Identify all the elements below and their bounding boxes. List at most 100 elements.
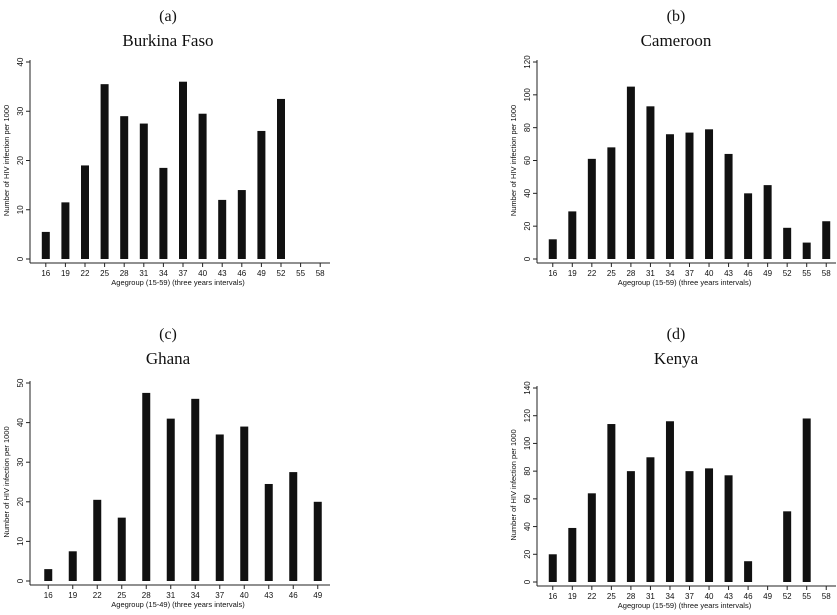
y-tick-label: 40	[523, 522, 532, 531]
bar	[215, 434, 224, 581]
bar	[289, 472, 298, 581]
bar	[587, 158, 596, 259]
bar	[744, 193, 753, 259]
y-tick-label: 80	[523, 123, 532, 132]
bar	[607, 424, 616, 582]
bar	[93, 499, 102, 581]
bar	[568, 527, 577, 582]
bar	[44, 569, 53, 581]
bar	[237, 190, 246, 259]
x-tick-label: 16	[44, 591, 53, 600]
y-axis-label: Number of HIV infection per 1000	[509, 429, 518, 540]
y-tick-label: 20	[16, 156, 25, 165]
bar	[159, 167, 168, 259]
x-tick-label: 16	[548, 592, 557, 601]
y-tick-label: 10	[16, 536, 25, 545]
bar	[548, 554, 557, 582]
x-tick-label: 37	[685, 592, 694, 601]
x-tick-label: 25	[607, 592, 616, 601]
x-tick-label: 40	[198, 269, 207, 278]
x-tick-label: 34	[666, 269, 675, 278]
x-tick-label: 58	[316, 269, 325, 278]
x-tick-label: 49	[257, 269, 266, 278]
x-tick-label: 19	[568, 592, 577, 601]
y-tick-label: 80	[523, 466, 532, 475]
bar	[166, 418, 175, 581]
x-tick-label: 49	[313, 591, 322, 600]
bar	[646, 106, 655, 259]
x-tick-label: 46	[744, 592, 753, 601]
y-tick-label: 0	[16, 256, 25, 261]
x-tick-label: 52	[783, 592, 792, 601]
bar	[665, 421, 674, 582]
chart-title: Kenya	[654, 349, 699, 368]
y-tick-label: 30	[16, 457, 25, 466]
bar	[705, 468, 714, 582]
x-tick-label: 43	[218, 269, 227, 278]
x-tick-label: 46	[744, 269, 753, 278]
x-tick-label: 49	[763, 269, 772, 278]
x-tick-label: 40	[705, 269, 714, 278]
y-tick-label: 20	[523, 549, 532, 558]
x-tick-label: 37	[179, 269, 188, 278]
panel-burkina-faso: (a) Burkina Faso 0 10 20 30 40 Number of HIV …	[2, 8, 330, 287]
y-tick-label: 20	[16, 497, 25, 506]
x-tick-label: 55	[296, 269, 305, 278]
x-tick-label: 28	[120, 269, 129, 278]
x-tick-label: 37	[685, 269, 694, 278]
bar	[548, 239, 557, 259]
bar	[120, 116, 129, 259]
bar	[117, 517, 126, 581]
x-tick-label: 37	[215, 591, 224, 600]
panel-letter: (d)	[667, 326, 686, 343]
y-tick-label: 100	[523, 88, 532, 102]
bar	[626, 86, 635, 259]
x-tick-label: 28	[626, 269, 635, 278]
bar	[277, 98, 285, 259]
x-tick-label: 46	[289, 591, 298, 600]
x-axis-label: Agegroup (15-59) (three years intervals)	[618, 278, 752, 287]
panel-kenya: (d) Kenya 0 20 40 60 80 100 120 140 Number of HI…	[509, 326, 836, 610]
x-tick-label: 25	[607, 269, 616, 278]
panel-cameroon: (b) Cameroon 0 20 40 60 80 100 120 Number of HI…	[509, 8, 836, 287]
x-tick-label: 22	[81, 269, 90, 278]
x-tick-label: 19	[68, 591, 77, 600]
x-tick-label: 55	[802, 269, 811, 278]
bar	[191, 398, 200, 581]
chart-title: Cameroon	[641, 31, 712, 50]
bar	[763, 185, 772, 259]
y-tick-label: 60	[523, 494, 532, 503]
x-tick-label: 40	[240, 591, 249, 600]
bar	[142, 392, 151, 581]
bar	[257, 130, 266, 259]
y-tick-label: 0	[523, 256, 532, 261]
x-tick-label: 58	[822, 592, 831, 601]
y-tick-label: 0	[523, 579, 532, 584]
bar	[646, 457, 655, 582]
bar	[724, 153, 733, 259]
x-tick-label: 43	[724, 269, 733, 278]
bar	[68, 551, 77, 581]
chart-title: Ghana	[146, 349, 191, 368]
x-axis-label: Agegroup (15-59) (three years intervals)	[111, 278, 245, 287]
panel-letter: (c)	[159, 326, 177, 343]
x-tick-label: 31	[646, 592, 655, 601]
x-tick-label: 22	[93, 591, 102, 600]
x-tick-label: 25	[117, 591, 126, 600]
y-tick-label: 40	[16, 57, 25, 66]
bar	[626, 471, 635, 582]
x-tick-label: 43	[724, 592, 733, 601]
x-tick-label: 43	[264, 591, 273, 600]
x-tick-label: 25	[100, 269, 109, 278]
bar	[802, 418, 811, 582]
y-axis-label: Number of HIV infection per 1000	[509, 105, 518, 216]
bar	[724, 475, 733, 582]
bar	[218, 199, 227, 259]
y-tick-label: 10	[16, 205, 25, 214]
y-tick-label: 30	[16, 106, 25, 115]
panel-ghana: (c) Ghana 0 10 20 30 40 50 Number of HIV infec…	[2, 326, 330, 609]
panel-letter: (a)	[159, 8, 177, 25]
bar	[822, 221, 831, 259]
x-tick-label: 31	[166, 591, 175, 600]
